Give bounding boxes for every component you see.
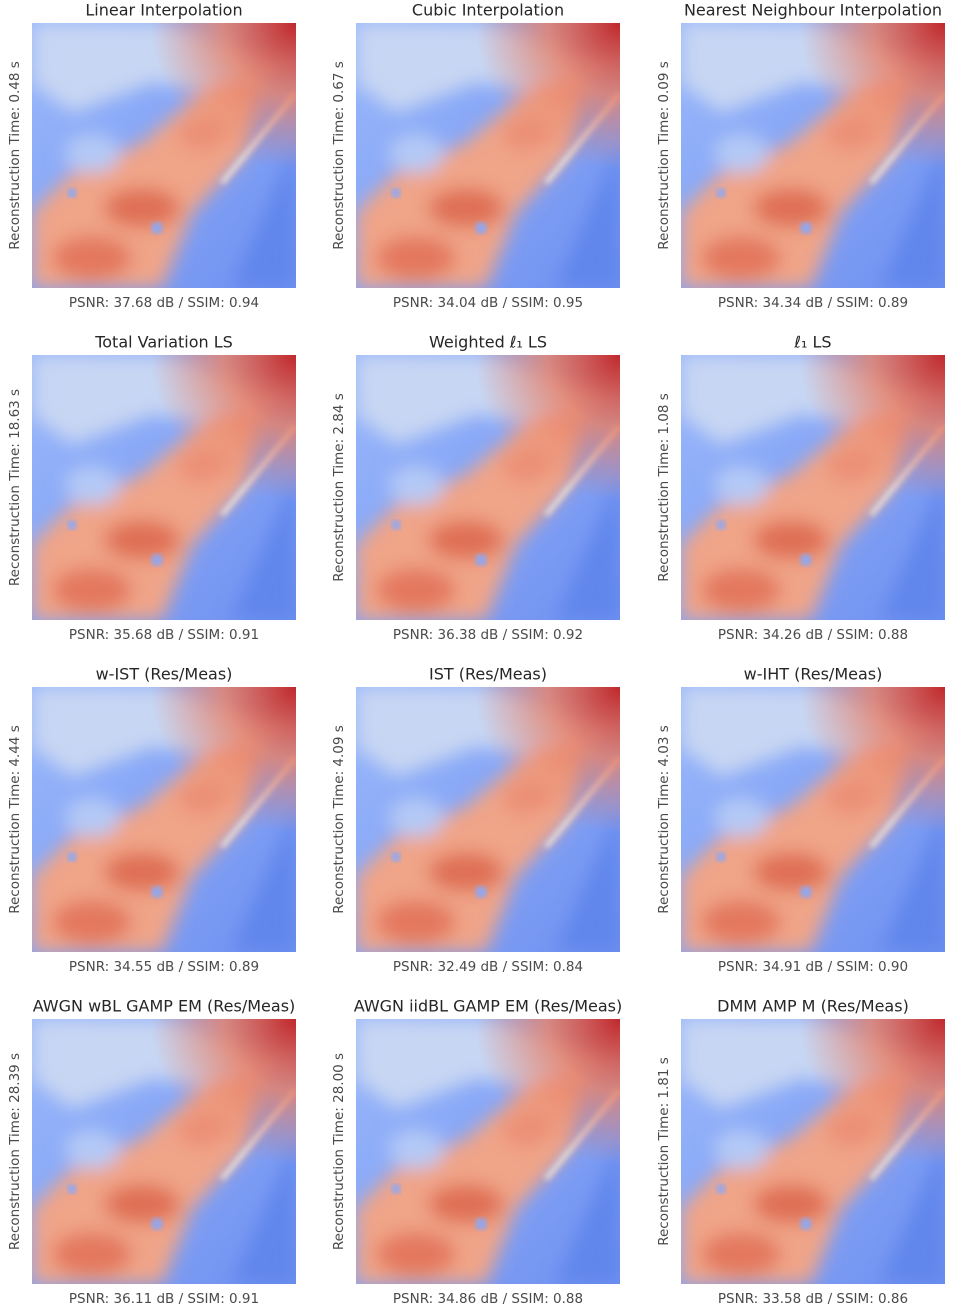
reconstruction-image [32,687,296,952]
panel-title: Cubic Interpolation [412,1,564,20]
panel-title: AWGN iidBL GAMP EM (Res/Meas) [354,997,623,1016]
reconstruction-image [32,23,296,288]
reconstruction-time: Reconstruction Time: 0.48 s [7,61,23,250]
reconstruction-image [356,23,620,288]
reconstruction-time: Reconstruction Time: 4.44 s [7,725,23,914]
reconstruction-image [681,687,945,952]
reconstruction-image [356,355,620,620]
reconstruction-time: Reconstruction Time: 18.63 s [7,389,23,586]
panel-metrics: PSNR: 32.49 dB / SSIM: 0.84 [393,959,583,975]
panel-metrics: PSNR: 34.26 dB / SSIM: 0.88 [718,627,908,643]
reconstruction-image [681,23,945,288]
panel-title: Nearest Neighbour Interpolation [684,1,942,20]
reconstruction-image [681,355,945,620]
reconstruction-time: Reconstruction Time: 0.67 s [331,61,347,250]
panel-metrics: PSNR: 36.38 dB / SSIM: 0.92 [393,627,583,643]
panel-metrics: PSNR: 35.68 dB / SSIM: 0.91 [69,627,259,643]
panel-title: ℓ₁ LS [793,333,831,352]
reconstruction-time: Reconstruction Time: 28.00 s [331,1053,347,1250]
panel-metrics: PSNR: 34.91 dB / SSIM: 0.90 [718,959,908,975]
panel-metrics: PSNR: 34.34 dB / SSIM: 0.89 [718,295,908,311]
panel-title: w-IST (Res/Meas) [96,665,233,684]
panel-title: w-IHT (Res/Meas) [744,665,883,684]
reconstruction-time: Reconstruction Time: 0.09 s [656,61,672,250]
reconstruction-time: Reconstruction Time: 2.84 s [331,393,347,582]
panel-title: Total Variation LS [94,333,233,352]
reconstruction-time: Reconstruction Time: 1.08 s [656,393,672,582]
reconstruction-time: Reconstruction Time: 4.03 s [656,725,672,914]
panel-title: Linear Interpolation [85,1,242,20]
panel-title: AWGN wBL GAMP EM (Res/Meas) [33,997,296,1016]
panel-title: IST (Res/Meas) [429,665,547,684]
reconstruction-image [356,687,620,952]
panel-metrics: PSNR: 36.11 dB / SSIM: 0.91 [69,1291,259,1307]
panel-title: Weighted ℓ₁ LS [429,333,547,352]
reconstruction-image [32,1019,296,1284]
panel-title: DMM AMP M (Res/Meas) [717,997,909,1016]
panel-metrics: PSNR: 34.04 dB / SSIM: 0.95 [393,295,583,311]
reconstruction-image [681,1019,945,1284]
reconstruction-image [32,355,296,620]
reconstruction-time: Reconstruction Time: 1.81 s [656,1057,672,1246]
panel-metrics: PSNR: 34.55 dB / SSIM: 0.89 [69,959,259,975]
reconstruction-time: Reconstruction Time: 28.39 s [7,1053,23,1250]
reconstruction-image [356,1019,620,1284]
panel-metrics: PSNR: 33.58 dB / SSIM: 0.86 [718,1291,908,1307]
reconstruction-time: Reconstruction Time: 4.09 s [331,725,347,914]
panel-metrics: PSNR: 34.86 dB / SSIM: 0.88 [393,1291,583,1307]
panel-metrics: PSNR: 37.68 dB / SSIM: 0.94 [69,295,259,311]
